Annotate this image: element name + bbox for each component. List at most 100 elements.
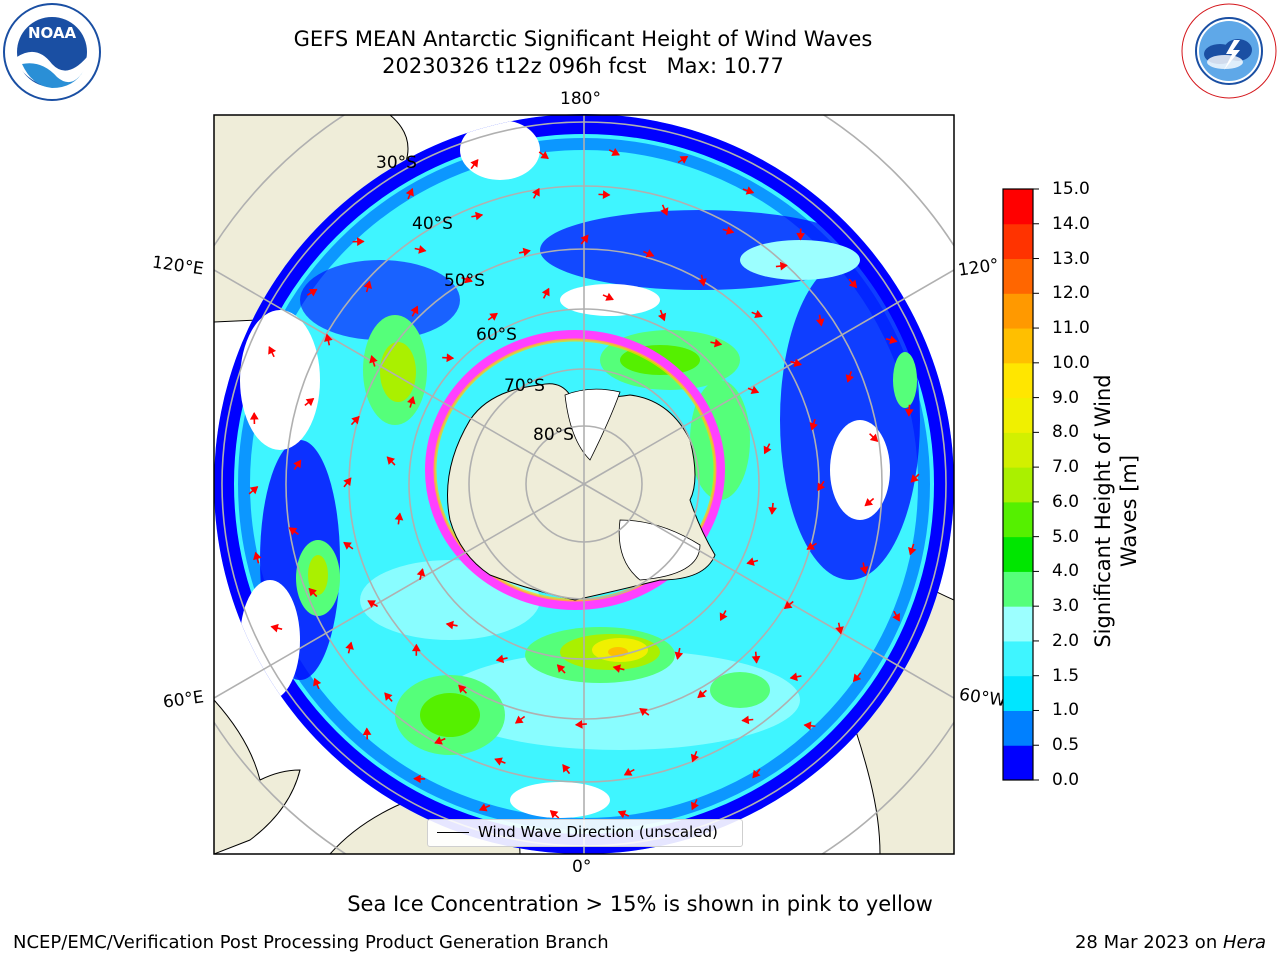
colorbar-label-line-1: Significant Height of Wind [1091,374,1115,648]
colorbar-tick-label: 7.0 [1052,457,1080,478]
colorbar-tick-label: 14.0 [1052,213,1090,234]
wave-arrow-head [754,309,763,319]
colorbar-swatch [1003,467,1033,503]
wave-arrow-head [752,769,761,779]
colorbar-tick-label: 2.0 [1052,630,1080,651]
lon-label-top: 180° [560,89,601,109]
wave-arrow-head [495,654,505,664]
wave-arrow-head [904,408,914,417]
wave-arrow-head [660,207,669,216]
wave-arrow-head [351,415,360,425]
wave-arrow-head [612,664,621,673]
colorbar-tick-label: 6.0 [1052,491,1080,512]
wave-arrow-head [308,587,317,597]
wave-arrow-head [522,247,531,257]
colorbar-swatch [1003,606,1033,642]
lat-label-50s: 50°S [444,271,485,291]
footer-date-text: 28 Mar 2023 on [1074,932,1223,953]
wave-arrow-head [549,810,559,819]
colorbar [1002,188,1039,781]
wave-arrow-head [796,232,805,241]
wave-arrow-head [806,542,816,550]
wave-arrow-head [719,612,728,622]
wave-arrow-head [475,211,484,221]
wave-arrow-head [690,801,699,811]
wave-arrow-head [698,278,707,287]
wave-arrow-head [356,237,365,247]
colorbar-tick-label: 5.0 [1052,526,1080,547]
footer-machine: Hera [1222,932,1266,953]
wave-arrow-head [458,684,467,694]
wave-arrow-head [605,292,614,301]
legend-text: Wind Wave Direction (unscaled) [478,823,718,841]
wave-arrow-head [852,673,862,682]
wave-arrow-head [416,568,426,577]
wave-arrow-head [617,810,627,819]
map-title: GEFS MEAN Antarctic Significant Height o… [0,26,1166,80]
wave-arrow-head [779,261,788,271]
colorbar-tick-label: 4.0 [1052,561,1080,582]
lat-label-80s: 80°S [533,425,574,445]
wave-arrow-head [815,318,825,327]
wave-arrow-head [697,689,706,699]
wave-arrow-head [514,715,524,724]
wave-arrow-head [848,279,858,289]
wave-arrow-head [478,803,488,812]
wave-arrow-head [741,715,750,725]
wave-arrow-head [362,727,372,736]
wave-arrow-head [845,374,854,383]
lat-label-30s: 30°S [376,153,417,173]
colorbar-swatch [1003,362,1033,399]
wave-arrow-head [386,456,395,465]
map-frame [213,114,955,855]
wave-arrow-head [639,708,648,716]
colorbar-tick-label: 8.0 [1052,422,1080,443]
title-line-2: 20230326 t12z 096h fcst Max: 10.77 [382,54,784,78]
wave-arrow-head [410,305,419,315]
wave-arrow-head [809,422,818,431]
colorbar-tick-label: 1.0 [1052,700,1080,721]
wave-arrow-head [407,396,416,405]
wave-arrow-head [556,664,566,673]
map-legend: Wind Wave Direction (unscaled) [427,819,743,847]
colorbar-swatch [1003,258,1033,294]
wave-height-field [214,114,954,854]
colorbar-tick-label: 15.0 [1052,179,1090,199]
colorbar-tick-label: 12.0 [1052,283,1090,304]
wave-arrow-head [270,623,279,633]
lat-label-60s: 60°S [476,325,517,345]
colorbar-tick-label: 3.0 [1052,596,1080,617]
wave-arrow-head [405,187,414,197]
wave-arrow-head [789,672,798,682]
wave-arrow-head [288,527,298,536]
colorbar-swatch [1003,432,1033,468]
colorbar-swatch [1003,536,1033,572]
footer-branch: NCEP/EMC/Verification Post Processing Pr… [13,932,609,953]
sea-ice-note: Sea Ice Concentration > 15% is shown in … [347,892,933,916]
wave-arrow-head [889,335,898,345]
wave-arrow-head [345,641,354,650]
wave-arrow-head [768,507,777,515]
wave-arrow-head [869,433,879,442]
colorbar-swatch [1003,293,1033,329]
wave-arrow-head [864,498,874,507]
wave-arrow-head [623,767,633,776]
wave-arrow-head [725,226,735,235]
wave-arrow-head [540,151,549,160]
wave-arrow-head [783,600,793,610]
weddell-sea-ice [618,519,701,581]
colorbar-swatch [1003,675,1033,711]
wave-arrow-head [324,333,333,342]
noaa-logo-text: NOAA [28,24,77,42]
africa-landmass [214,699,301,854]
colorbar-swatch [1003,710,1033,746]
wave-arrow-head [859,566,869,575]
wave-arrow-head [817,482,826,492]
wave-arrow-head [679,155,689,164]
legend-line-icon [437,832,469,833]
colorbar-tick-label: 11.0 [1052,318,1090,339]
wave-arrow-head [835,626,844,635]
wave-arrow-head [714,338,723,348]
wave-arrow-head [464,274,473,284]
colorbar-tick-label: 0.5 [1052,735,1080,756]
